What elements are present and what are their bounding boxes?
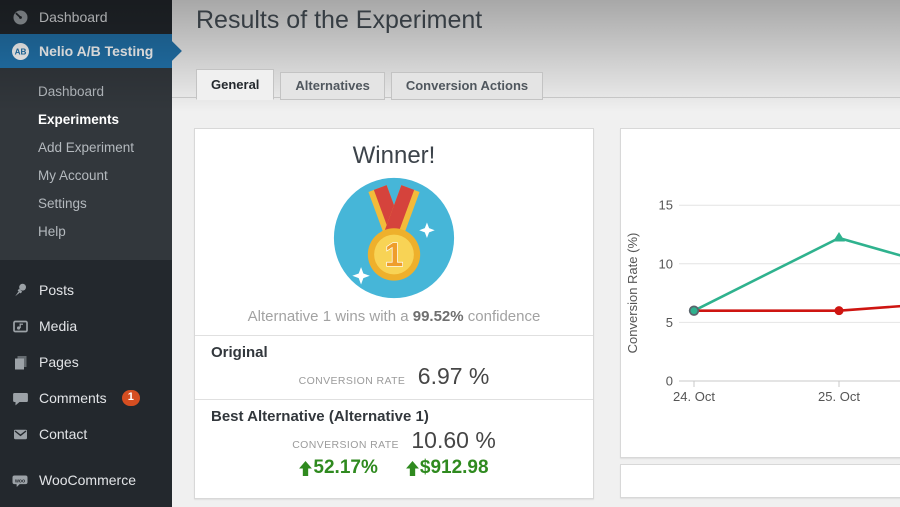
sidebar-separator: [0, 452, 172, 462]
woocommerce-icon: woo: [10, 471, 30, 489]
sidebar-item-posts[interactable]: Posts: [0, 272, 172, 308]
tab-alternatives[interactable]: Alternatives: [280, 72, 385, 100]
page-title: Results of the Experiment: [196, 6, 483, 34]
sidebar-item-label: Contact: [39, 426, 88, 442]
sidebar-item-nelio-ab-testing[interactable]: AB Nelio A/B Testing: [0, 34, 182, 68]
sidebar-item-label: Posts: [39, 282, 75, 298]
winner-results-card: Winner! 1 Alternative 1 wins with a 99.5…: [194, 128, 594, 499]
svg-text:AB: AB: [14, 47, 26, 56]
sidebar-lower-section: Posts Media Pages Comments 1 Contact: [0, 272, 172, 498]
nelio-logo-icon: AB: [10, 42, 30, 60]
comments-count-badge: 1: [121, 390, 140, 406]
conversion-rate-value: 6.97 %: [417, 363, 490, 389]
pushpin-icon: [10, 281, 30, 299]
submenu-item-help[interactable]: Help: [38, 224, 66, 239]
improvement-percent: 52.17%: [299, 457, 378, 479]
sidebar-item-pages[interactable]: Pages: [0, 344, 172, 380]
admin-sidebar: Dashboard AB Nelio A/B Testing Dashboard…: [0, 0, 182, 507]
svg-text:woo: woo: [14, 478, 25, 484]
variant-name: Best Alternative (Alternative 1): [211, 408, 429, 425]
sidebar-item-label: Pages: [39, 354, 79, 370]
best-alternative-result-section: Best Alternative (Alternative 1) CONVERS…: [195, 399, 593, 488]
sidebar-item-woocommerce[interactable]: woo WooCommerce: [0, 462, 172, 498]
sidebar-item-label: Dashboard: [39, 9, 108, 25]
tab-conversion-actions[interactable]: Conversion Actions: [390, 72, 544, 100]
winner-section: Winner! 1 Alternative 1 wins with a 99.5…: [195, 129, 593, 335]
submenu-item-experiments[interactable]: Experiments: [38, 112, 120, 127]
sidebar-item-label: Nelio A/B Testing: [39, 43, 154, 59]
medal-number: 1: [385, 236, 403, 273]
winner-caption: Alternative 1 wins with a 99.52% confide…: [247, 308, 541, 325]
comment-icon: [10, 389, 30, 407]
tab-general[interactable]: General: [196, 69, 275, 100]
tab-bar: General Alternatives Conversion Actions: [196, 69, 549, 100]
media-icon: [10, 317, 30, 335]
gauge-icon: [10, 8, 30, 26]
winner-title: Winner!: [352, 142, 436, 169]
svg-text:Conversion Rate (%): Conversion Rate (%): [625, 233, 640, 354]
improvement-row: 52.17% $912.98: [211, 457, 577, 479]
sidebar-item-dashboard[interactable]: Dashboard: [0, 0, 172, 34]
svg-text:0: 0: [666, 374, 673, 389]
original-result-section: Original CONVERSION RATE 6.97 %: [195, 335, 593, 399]
winner-medal-icon: 1: [331, 175, 457, 301]
submenu-item-settings[interactable]: Settings: [38, 196, 87, 211]
svg-text:5: 5: [666, 315, 673, 330]
sidebar-item-media[interactable]: Media: [0, 308, 172, 344]
conversion-rate-row: CONVERSION RATE 10.60 %: [211, 427, 577, 454]
submenu-item-add-experiment[interactable]: Add Experiment: [38, 140, 135, 155]
svg-text:25. Oct: 25. Oct: [818, 389, 860, 404]
up-arrow-icon: [299, 460, 313, 476]
conversion-rate-value: 10.60 %: [411, 427, 496, 453]
conversion-rate-label: CONVERSION RATE: [292, 439, 399, 451]
svg-text:15: 15: [659, 198, 673, 213]
sidebar-item-label: Comments: [39, 390, 107, 406]
conversion-chart-svg: 0 5 10 15 24. Oct 25. Oct Conversion Rate (%): [625, 198, 900, 404]
submenu-item-dashboard[interactable]: Dashboard: [38, 84, 105, 99]
conversion-rate-label: CONVERSION RATE: [298, 375, 406, 387]
nelio-submenu: Dashboard Experiments Add Experiment My …: [0, 68, 172, 260]
sidebar-item-comments[interactable]: Comments 1: [0, 380, 172, 416]
up-arrow-icon: [405, 460, 419, 476]
sidebar-item-label: Media: [39, 318, 78, 334]
next-card-stub: [620, 464, 900, 498]
svg-text:10: 10: [659, 256, 673, 271]
envelope-icon: [10, 425, 30, 443]
conversion-rate-chart-card: 0 5 10 15 24. Oct 25. Oct Conversion Rate (%): [620, 128, 900, 458]
svg-text:24. Oct: 24. Oct: [673, 389, 715, 404]
submenu-item-my-account[interactable]: My Account: [38, 168, 108, 183]
confidence-value: 99.52%: [412, 308, 464, 325]
conversion-rate-row: CONVERSION RATE 6.97 %: [211, 363, 577, 390]
pages-icon: [10, 353, 30, 371]
current-menu-arrow: [162, 41, 182, 61]
sidebar-item-label: WooCommerce: [39, 472, 136, 488]
improvement-money: $912.98: [405, 457, 489, 479]
sidebar-item-contact[interactable]: Contact: [0, 416, 172, 452]
variant-name: Original: [211, 344, 268, 361]
